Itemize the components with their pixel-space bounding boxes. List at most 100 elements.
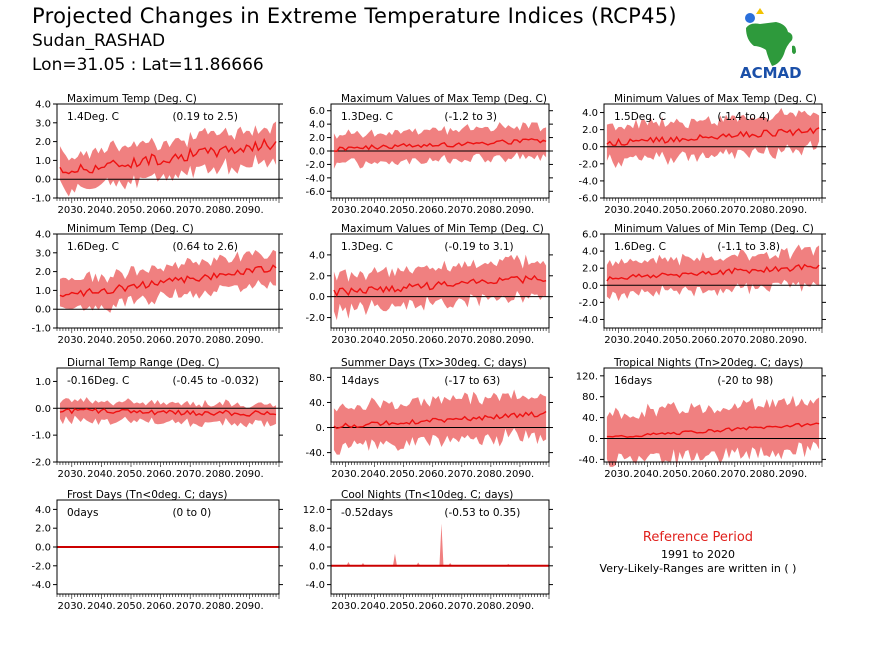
- y-tick-label: -4.0: [31, 580, 51, 591]
- x-tick-label: 2040.: [633, 335, 662, 346]
- y-tick-label: -4.0: [578, 315, 598, 326]
- y-tick-label: 2.0: [35, 137, 51, 148]
- x-tick-label: 2070.: [447, 469, 476, 480]
- projected-change-label: 1.6Deg. C: [614, 241, 666, 253]
- x-tick-label: 2060.: [146, 335, 175, 346]
- x-tick-label: 2040.: [360, 469, 389, 480]
- median-line: [606, 263, 820, 282]
- chart-panel: 4.0 2.0 0.0 -2.0 -4.0 -6.0 2030. 2040. 2050. 2060…: [578, 93, 826, 216]
- x-tick-label: 2060.: [146, 469, 175, 480]
- y-tick-label: 4.0: [35, 100, 51, 111]
- y-tick-label: 120.: [576, 371, 598, 382]
- x-tick-label: 2080.: [477, 469, 506, 480]
- panel-title: Maximum Values of Min Temp (Deg. C): [341, 223, 544, 235]
- x-tick-label: 2050.: [389, 205, 418, 216]
- likely-range-label: (-0.45 to -0.032): [172, 375, 258, 387]
- x-tick-label: 2040.: [360, 335, 389, 346]
- reference-period-note: Very-Likely-Ranges are written in ( ): [599, 562, 797, 575]
- y-tick-label: 4.0: [582, 247, 598, 258]
- x-tick-label: 2040.: [360, 601, 389, 612]
- likely-range-label: (0.19 to 2.5): [172, 111, 238, 123]
- x-tick-label: 2060.: [146, 601, 175, 612]
- x-tick-label: 2030.: [604, 335, 633, 346]
- y-tick-label: 1.0: [35, 377, 51, 388]
- x-tick-label: 2050.: [662, 205, 691, 216]
- x-tick-label: 2040.: [87, 469, 116, 480]
- y-tick-label: 2.0: [309, 133, 325, 144]
- y-tick-label: -4.0: [305, 580, 325, 591]
- x-tick-label: 2030.: [331, 601, 360, 612]
- x-tick-label: 2050.: [389, 469, 418, 480]
- panel-title: Minimum Values of Min Temp (Deg. C): [614, 223, 814, 235]
- plot-frame: [603, 367, 823, 463]
- panel-title: Maximum Temp (Deg. C): [67, 93, 197, 105]
- x-tick-label: 2080.: [205, 601, 234, 612]
- plot-frame: [603, 233, 823, 329]
- x-tick-label: 2050.: [117, 335, 146, 346]
- panel-title: Minimum Temp (Deg. C): [67, 223, 194, 235]
- y-tick-label: 8.0: [309, 524, 325, 535]
- x-tick-label: 2030.: [604, 205, 633, 216]
- x-tick-label: 2040.: [633, 469, 662, 480]
- y-tick-label: -4.0: [578, 176, 598, 187]
- y-tick-label: 3.0: [35, 248, 51, 259]
- x-tick-label: 2030.: [331, 335, 360, 346]
- x-tick-label: 2090.: [235, 205, 264, 216]
- x-tick-label: 2070.: [447, 205, 476, 216]
- africa-map-logo-icon: ACMAD: [736, 6, 820, 82]
- x-tick-label: 2050.: [662, 469, 691, 480]
- x-tick-label: 2060.: [691, 469, 720, 480]
- median-line: [606, 422, 820, 438]
- x-tick-label: 2040.: [87, 335, 116, 346]
- panel-title: Cool Nights (Tn<10deg. C; days): [341, 489, 513, 501]
- station-coordinates: Lon=31.05 : Lat=11.86666: [32, 55, 264, 75]
- chart-panel: 12.0 8.0 4.0 0.0 -4.0 2030. 2040. 2050. 2060. 207…: [303, 489, 553, 612]
- x-tick-label: 2030.: [331, 205, 360, 216]
- likely-range-label: (-1.4 to 4): [717, 111, 770, 123]
- x-tick-label: 2060.: [146, 205, 175, 216]
- y-tick-label: 40.: [582, 413, 598, 424]
- x-tick-label: 2090.: [779, 335, 808, 346]
- panel-title: Tropical Nights (Tn>20deg. C; days): [613, 357, 803, 369]
- x-tick-label: 2060.: [691, 335, 720, 346]
- x-tick-label: 2070.: [720, 335, 749, 346]
- y-tick-label: 2.0: [582, 264, 598, 275]
- x-tick-label: 2080.: [750, 469, 779, 480]
- x-tick-label: 2090.: [506, 335, 535, 346]
- y-tick-label: -6.0: [305, 187, 325, 198]
- y-tick-label: -2.0: [578, 159, 598, 170]
- y-tick-label: -2.0: [305, 313, 325, 324]
- x-tick-label: 2030.: [331, 469, 360, 480]
- panel-title: Minimum Values of Max Temp (Deg. C): [614, 93, 817, 105]
- y-tick-label: 0.0: [309, 147, 325, 158]
- x-tick-label: 2090.: [779, 205, 808, 216]
- y-tick-label: 2.0: [35, 267, 51, 278]
- x-tick-label: 2070.: [176, 601, 205, 612]
- y-tick-label: -40.: [305, 448, 325, 459]
- x-tick-label: 2080.: [477, 205, 506, 216]
- y-tick-label: 0.0: [309, 561, 325, 572]
- x-tick-label: 2050.: [117, 205, 146, 216]
- x-tick-label: 2070.: [720, 205, 749, 216]
- likely-range-label: (-0.19 to 3.1): [444, 241, 513, 253]
- likely-range-label: (-0.53 to 0.35): [444, 507, 520, 519]
- x-tick-label: 2080.: [477, 601, 506, 612]
- y-tick-label: -2.0: [578, 298, 598, 309]
- y-tick-label: 3.0: [35, 118, 51, 129]
- panel-title: Frost Days (Tn<0deg. C; days): [67, 489, 227, 501]
- x-tick-label: 2060.: [691, 205, 720, 216]
- median-line: [606, 127, 820, 147]
- y-tick-label: 4.0: [35, 505, 51, 516]
- plot-frame: [56, 103, 280, 199]
- x-tick-label: 2030.: [57, 335, 86, 346]
- y-tick-label: -2.0: [31, 561, 51, 572]
- x-tick-label: 2090.: [235, 335, 264, 346]
- x-tick-label: 2090.: [506, 469, 535, 480]
- y-tick-label: -1.0: [31, 194, 51, 205]
- y-tick-label: 2.0: [582, 125, 598, 136]
- x-tick-label: 2070.: [447, 335, 476, 346]
